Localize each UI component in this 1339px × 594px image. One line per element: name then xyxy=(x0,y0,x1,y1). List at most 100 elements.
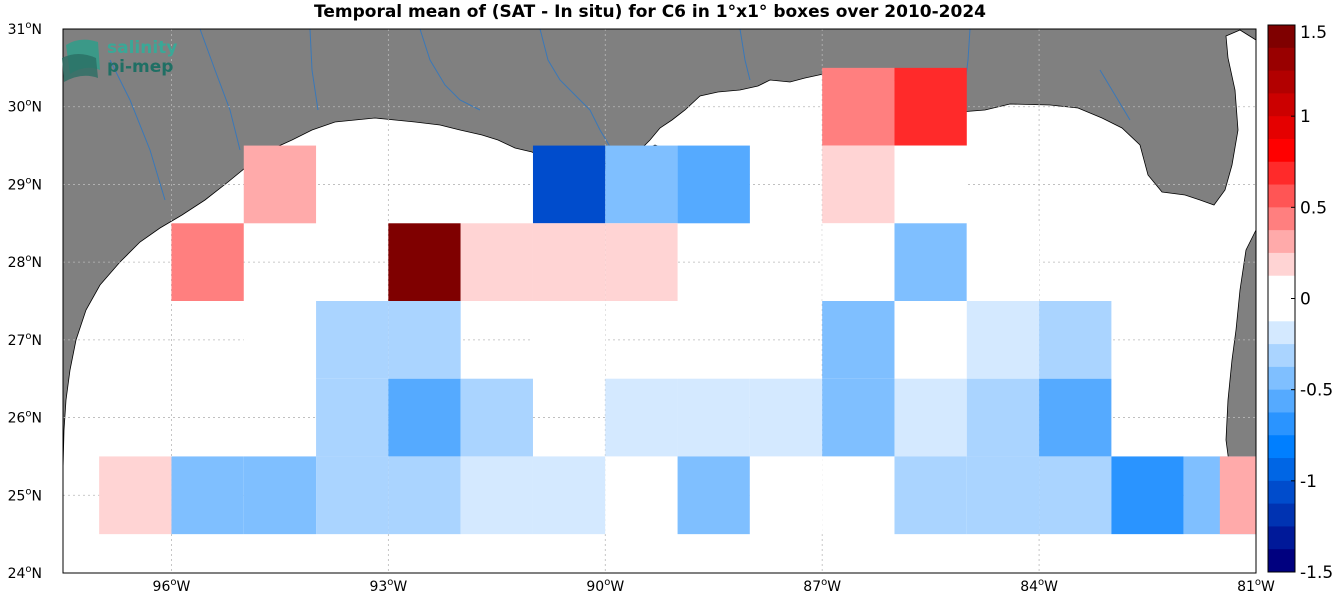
heatmap-cell xyxy=(316,378,389,457)
colorbar-segment xyxy=(1268,25,1295,49)
heatmap-cell xyxy=(243,145,317,224)
colorbar-segment xyxy=(1268,458,1295,482)
salinity-pi-mep-logo: salinity pi-mep xyxy=(62,38,177,82)
colorbar xyxy=(1267,24,1296,573)
heatmap-cells xyxy=(99,67,1256,535)
colorbar-segment xyxy=(1268,435,1295,459)
colorbar-segment xyxy=(1268,526,1295,550)
land-mass xyxy=(62,28,1257,521)
heatmap-cell xyxy=(460,223,533,301)
heatmap-cell xyxy=(966,456,1040,535)
colorbar-segment xyxy=(1268,298,1295,322)
river-suwannee xyxy=(1099,69,1131,121)
heatmap-cell xyxy=(605,378,678,457)
heatmap-cell xyxy=(822,378,895,457)
latitude-tick-label: 30oN xyxy=(8,98,42,116)
heatmap-cell xyxy=(243,456,317,535)
colorbar-tick-label: 1.5 xyxy=(1300,23,1327,43)
latitude-tick-label: 28oN xyxy=(8,253,42,271)
river-sabine xyxy=(309,28,319,111)
colorbar-segment xyxy=(1268,47,1295,72)
heatmap-cell xyxy=(1039,456,1112,535)
heatmap-cell xyxy=(388,301,461,379)
longitude-tick-label: 84oW xyxy=(1020,577,1058,594)
river-mobile xyxy=(739,28,751,81)
logo-text-pi-mep: pi-mep xyxy=(107,57,173,77)
colorbar-segment xyxy=(1268,412,1295,436)
heatmap-cell xyxy=(605,223,678,301)
heatmap-cell xyxy=(677,456,750,535)
latitude-tick-label: 24oN xyxy=(8,564,42,582)
colorbar-segment xyxy=(1268,230,1295,254)
heatmap-cell xyxy=(1039,378,1112,457)
heatmap-cell xyxy=(532,301,606,379)
longitude-tick-label: 90oW xyxy=(586,577,624,594)
river-brazos xyxy=(109,59,166,201)
latitude-tick-label: 27oN xyxy=(8,331,42,349)
heatmap-cell xyxy=(822,301,895,379)
colorbar-tick-label: 0.5 xyxy=(1300,198,1327,218)
heatmap-cell xyxy=(822,223,895,301)
heatmap-cell xyxy=(894,456,967,535)
heatmap-cell xyxy=(388,223,461,301)
latitude-tick-label: 26oN xyxy=(8,409,42,427)
latitude-tick-label: 29oN xyxy=(8,175,42,193)
colorbar-segment xyxy=(1268,549,1295,573)
heatmap-cell xyxy=(822,456,895,535)
colorbar-segment xyxy=(1268,344,1295,368)
heatmap-cell xyxy=(677,378,750,457)
colorbar-segment xyxy=(1268,161,1295,186)
heatmap-cell xyxy=(605,456,678,535)
river-mississippi xyxy=(539,28,613,151)
map-plot-area xyxy=(62,28,1257,574)
heatmap-cell xyxy=(605,145,678,224)
map-title: Temporal mean of (SAT - In situ) for C6 … xyxy=(314,2,986,22)
colorbar-segment xyxy=(1268,275,1295,299)
heatmap-cell xyxy=(1219,456,1256,535)
heatmap-cell xyxy=(966,378,1040,457)
longitude-tick-label: 93oW xyxy=(369,577,407,594)
colorbar-tick-label: 0 xyxy=(1300,290,1311,310)
colorbar-segment xyxy=(1268,138,1295,163)
heatmap-cell xyxy=(894,67,967,146)
heatmap-cell xyxy=(532,145,606,224)
colorbar-tick-label: 1 xyxy=(1300,107,1311,127)
longitude-tick-labels: 96oW 93oW 90oW 87oW 84oW 81oW xyxy=(153,577,1275,594)
colorbar-segment xyxy=(1268,321,1295,345)
heatmap-cell xyxy=(171,456,244,535)
colorbar-tick-label: -1 xyxy=(1300,472,1317,492)
logo-text-salinity: salinity xyxy=(107,38,177,58)
heatmap-cell xyxy=(316,301,389,379)
colorbar-tick-label: -0.5 xyxy=(1300,381,1333,401)
us-coast-land xyxy=(62,28,1257,471)
heatmap-cell xyxy=(99,456,172,535)
river-red xyxy=(419,28,481,111)
heatmap-cell xyxy=(677,145,750,224)
longitude-tick-label: 87oW xyxy=(803,577,841,594)
heatmap-cell xyxy=(388,456,461,535)
colorbar-segment xyxy=(1268,116,1295,140)
colorbar-tick-label: -1.5 xyxy=(1300,563,1333,583)
heatmap-cell xyxy=(460,378,533,457)
heatmap-cell xyxy=(894,145,967,224)
heatmap-cell xyxy=(532,456,606,535)
heatmap-cell xyxy=(171,223,244,301)
heatmap-cell xyxy=(822,145,895,224)
colorbar-segment xyxy=(1268,480,1295,505)
heatmap-cell xyxy=(822,67,895,146)
colorbar-segment xyxy=(1268,503,1295,527)
heatmap-cell xyxy=(749,456,823,535)
heatmap-cell xyxy=(894,301,967,379)
logo-wave-icon-dark xyxy=(62,54,98,82)
latitude-tick-label: 25oN xyxy=(8,486,42,504)
heatmap-cell xyxy=(894,378,967,457)
colorbar-segment xyxy=(1268,93,1295,117)
heatmap-cell xyxy=(388,378,461,457)
river-trinity xyxy=(199,28,241,151)
plot-frame xyxy=(62,28,1257,574)
colorbar-segment xyxy=(1268,184,1295,208)
heatmap-cell xyxy=(1039,301,1112,379)
heatmap-cell xyxy=(532,223,606,301)
heatmap-cell xyxy=(966,223,1040,301)
